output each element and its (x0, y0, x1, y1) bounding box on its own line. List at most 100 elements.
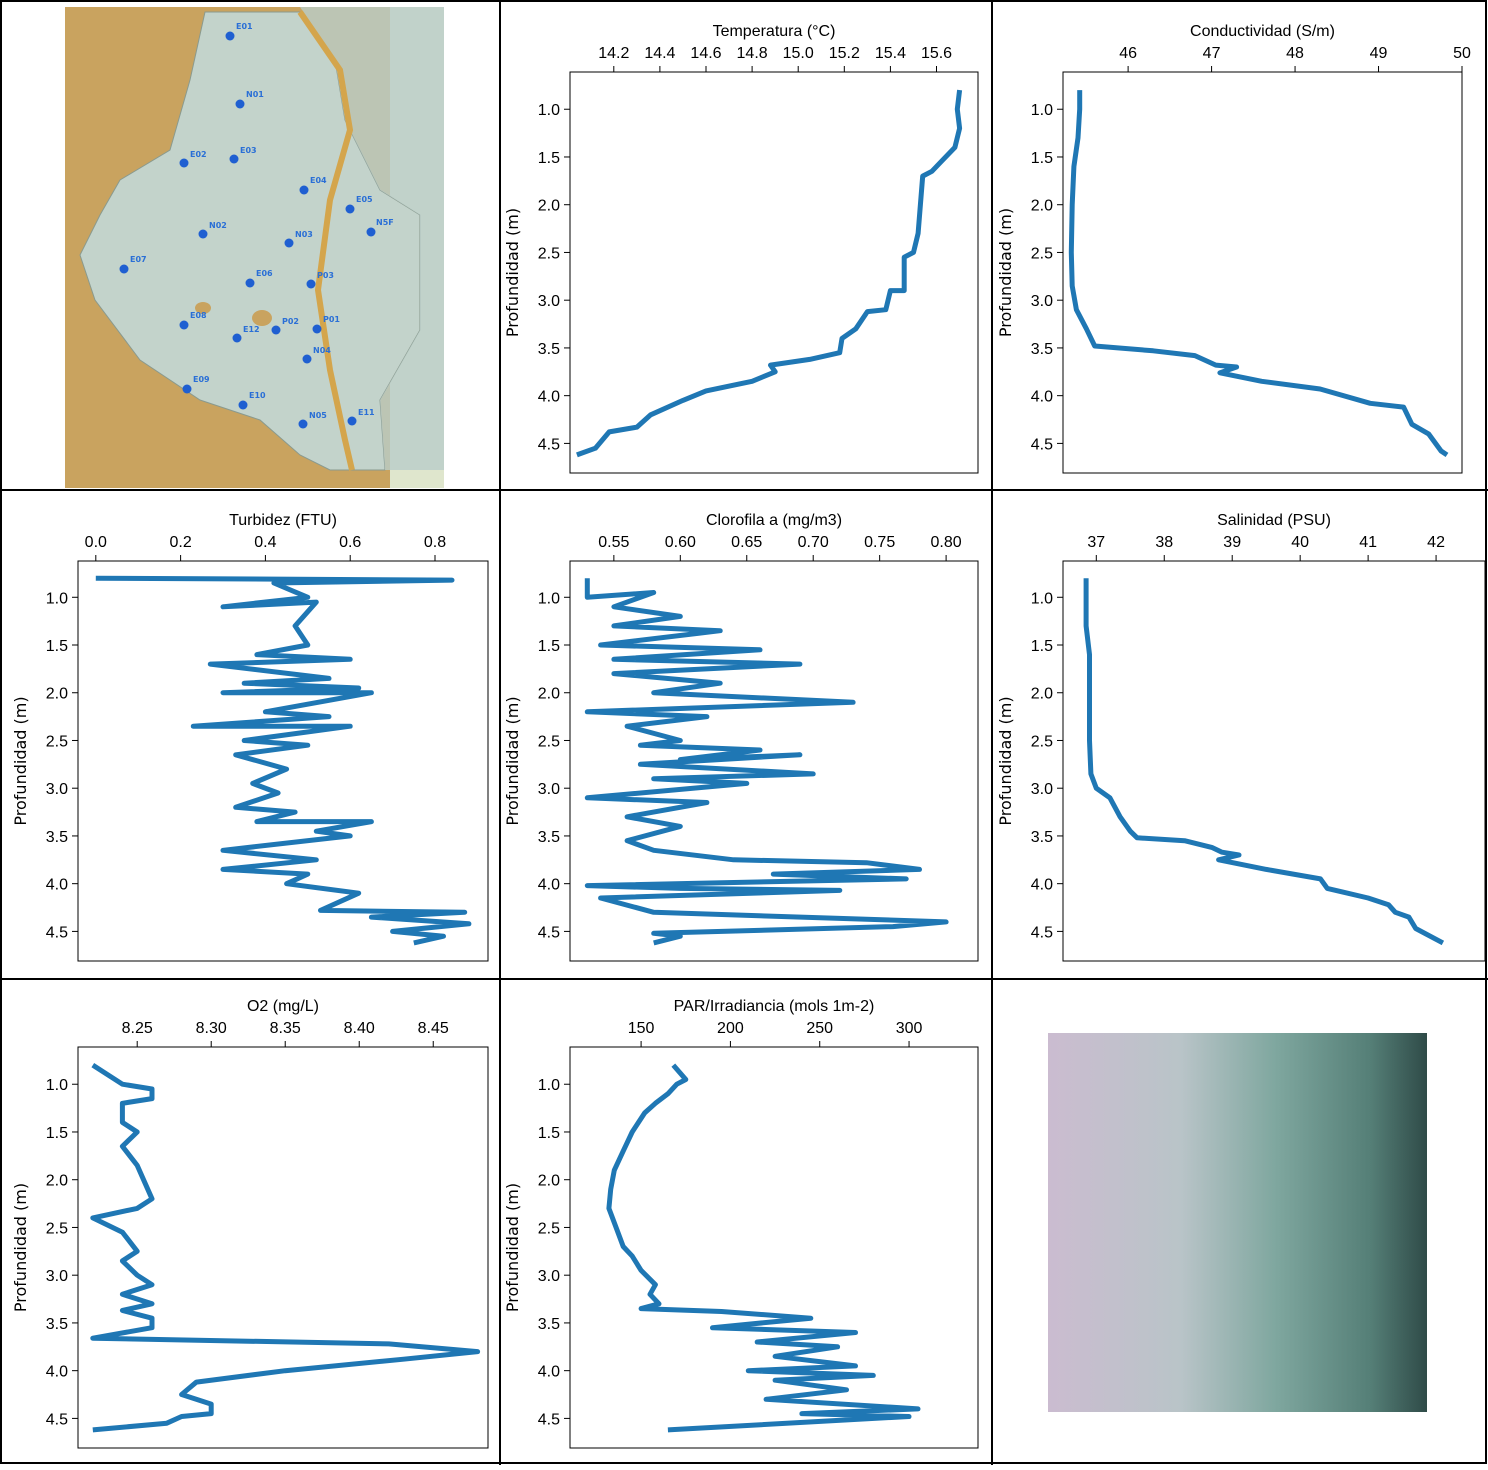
y-axis-label: Profundidad (m) (503, 1183, 522, 1312)
y-tick-label: 4.5 (538, 924, 560, 941)
y-axis-label: Profundidad (m) (503, 208, 522, 337)
y-tick-label: 1.5 (538, 150, 560, 167)
plot-frame (569, 71, 979, 474)
y-tick-label: 1.5 (538, 638, 560, 655)
station-label: N01 (246, 90, 264, 99)
x-axis-label: Temperatura (°C) (713, 23, 836, 40)
x-tick-label: 150 (628, 1020, 655, 1037)
x-tick-label: 0.75 (864, 534, 895, 551)
y-tick-label: 3.5 (1031, 829, 1053, 846)
x-tick-label: 37 (1087, 534, 1105, 551)
x-axis-label: Turbidez (FTU) (229, 512, 337, 529)
y-tick-label: 2.0 (46, 1173, 68, 1190)
y-tick-label: 2.0 (538, 198, 560, 215)
y-tick-label: 3.0 (538, 781, 560, 798)
y-tick-label: 4.0 (538, 877, 560, 894)
x-tick-label: 0.70 (798, 534, 829, 551)
y-tick-label: 4.0 (1031, 877, 1053, 894)
y-tick-label: 4.5 (1031, 436, 1053, 453)
x-axis-label: O2 (mg/L) (247, 998, 319, 1015)
x-tick-label: 0.65 (731, 534, 762, 551)
x-tick-label: 0.55 (598, 534, 629, 551)
y-tick-label: 4.5 (46, 924, 68, 941)
y-tick-label: 4.0 (1031, 389, 1053, 406)
profile-line (90, 1062, 481, 1433)
y-tick-label: 1.0 (46, 590, 68, 607)
y-tick-label: 3.5 (538, 829, 560, 846)
profile-line (95, 575, 472, 946)
station-label: E11 (358, 408, 375, 417)
x-tick-label: 8.45 (418, 1020, 449, 1037)
y-tick-label: 4.0 (538, 389, 560, 406)
y-tick-label: 3.0 (1031, 781, 1053, 798)
x-tick-label: 41 (1359, 534, 1377, 551)
profile-line (1083, 578, 1445, 946)
y-tick-label: 1.5 (1031, 150, 1053, 167)
x-tick-label: 47 (1203, 45, 1221, 62)
x-tick-label: 8.35 (270, 1020, 301, 1037)
station-label: P03 (317, 271, 334, 280)
y-tick-label: 2.5 (46, 733, 68, 750)
plot-frame (1062, 560, 1486, 962)
y-tick-label: 2.0 (538, 686, 560, 703)
station-label: E02 (190, 150, 207, 159)
y-tick-label: 3.5 (538, 341, 560, 358)
x-tick-label: 42 (1427, 534, 1445, 551)
x-tick-label: 300 (896, 1020, 923, 1037)
y-tick-label: 1.0 (1031, 590, 1053, 607)
x-tick-label: 39 (1223, 534, 1241, 551)
x-tick-label: 200 (717, 1020, 744, 1037)
y-tick-label: 4.5 (538, 1411, 560, 1428)
y-tick-label: 1.0 (46, 1077, 68, 1094)
y-tick-label: 2.0 (1031, 198, 1053, 215)
y-axis-label: Profundidad (m) (996, 208, 1015, 337)
y-tick-label: 3.0 (1031, 293, 1053, 310)
y-tick-label: 2.5 (46, 1220, 68, 1237)
x-tick-label: 15.6 (921, 45, 952, 62)
x-tick-label: 15.2 (829, 45, 860, 62)
plot-frame (77, 1046, 489, 1449)
x-tick-label: 8.40 (344, 1020, 375, 1037)
station-label: E09 (193, 375, 210, 384)
x-tick-label: 0.8 (424, 534, 446, 551)
y-tick-label: 4.0 (46, 1364, 68, 1381)
y-tick-label: 2.0 (46, 686, 68, 703)
y-tick-label: 4.5 (538, 436, 560, 453)
y-tick-label: 1.0 (1031, 102, 1053, 119)
station-label: E08 (190, 311, 207, 320)
x-tick-label: 0.2 (169, 534, 191, 551)
station-label: N02 (209, 221, 227, 230)
y-tick-label: 2.5 (1031, 245, 1053, 262)
y-axis-label: Profundidad (m) (996, 696, 1015, 825)
station-label: N04 (313, 346, 331, 355)
x-tick-label: 49 (1370, 45, 1388, 62)
y-tick-label: 3.0 (46, 781, 68, 798)
station-label: E03 (240, 146, 257, 155)
y-axis-label: Profundidad (m) (503, 696, 522, 825)
y-tick-label: 2.5 (538, 733, 560, 750)
profile-line (1068, 90, 1449, 457)
x-tick-label: 14.8 (737, 45, 768, 62)
x-tick-label: 14.2 (598, 45, 629, 62)
y-tick-label: 4.0 (538, 1364, 560, 1381)
y-tick-label: 1.5 (46, 1125, 68, 1142)
x-tick-label: 38 (1155, 534, 1173, 551)
y-tick-label: 1.0 (538, 102, 560, 119)
y-tick-label: 1.0 (538, 590, 560, 607)
station-label: N5F (376, 218, 394, 227)
y-tick-label: 2.5 (538, 245, 560, 262)
station-label: N03 (295, 230, 313, 239)
water-photo (1048, 1033, 1427, 1412)
y-tick-label: 1.5 (1031, 638, 1053, 655)
x-tick-label: 0.80 (931, 534, 962, 551)
x-tick-label: 8.30 (196, 1020, 227, 1037)
x-tick-label: 0.60 (665, 534, 696, 551)
y-tick-label: 2.0 (538, 1173, 560, 1190)
y-tick-label: 4.5 (1031, 924, 1053, 941)
y-tick-label: 3.0 (538, 1268, 560, 1285)
y-tick-label: 3.5 (1031, 341, 1053, 358)
x-tick-label: 0.0 (85, 534, 107, 551)
charts: 14.2 14.4 14.6 14.8 15.0 15.2 15.4 15.6 1.0 1.5 2.… (11, 23, 1486, 1449)
